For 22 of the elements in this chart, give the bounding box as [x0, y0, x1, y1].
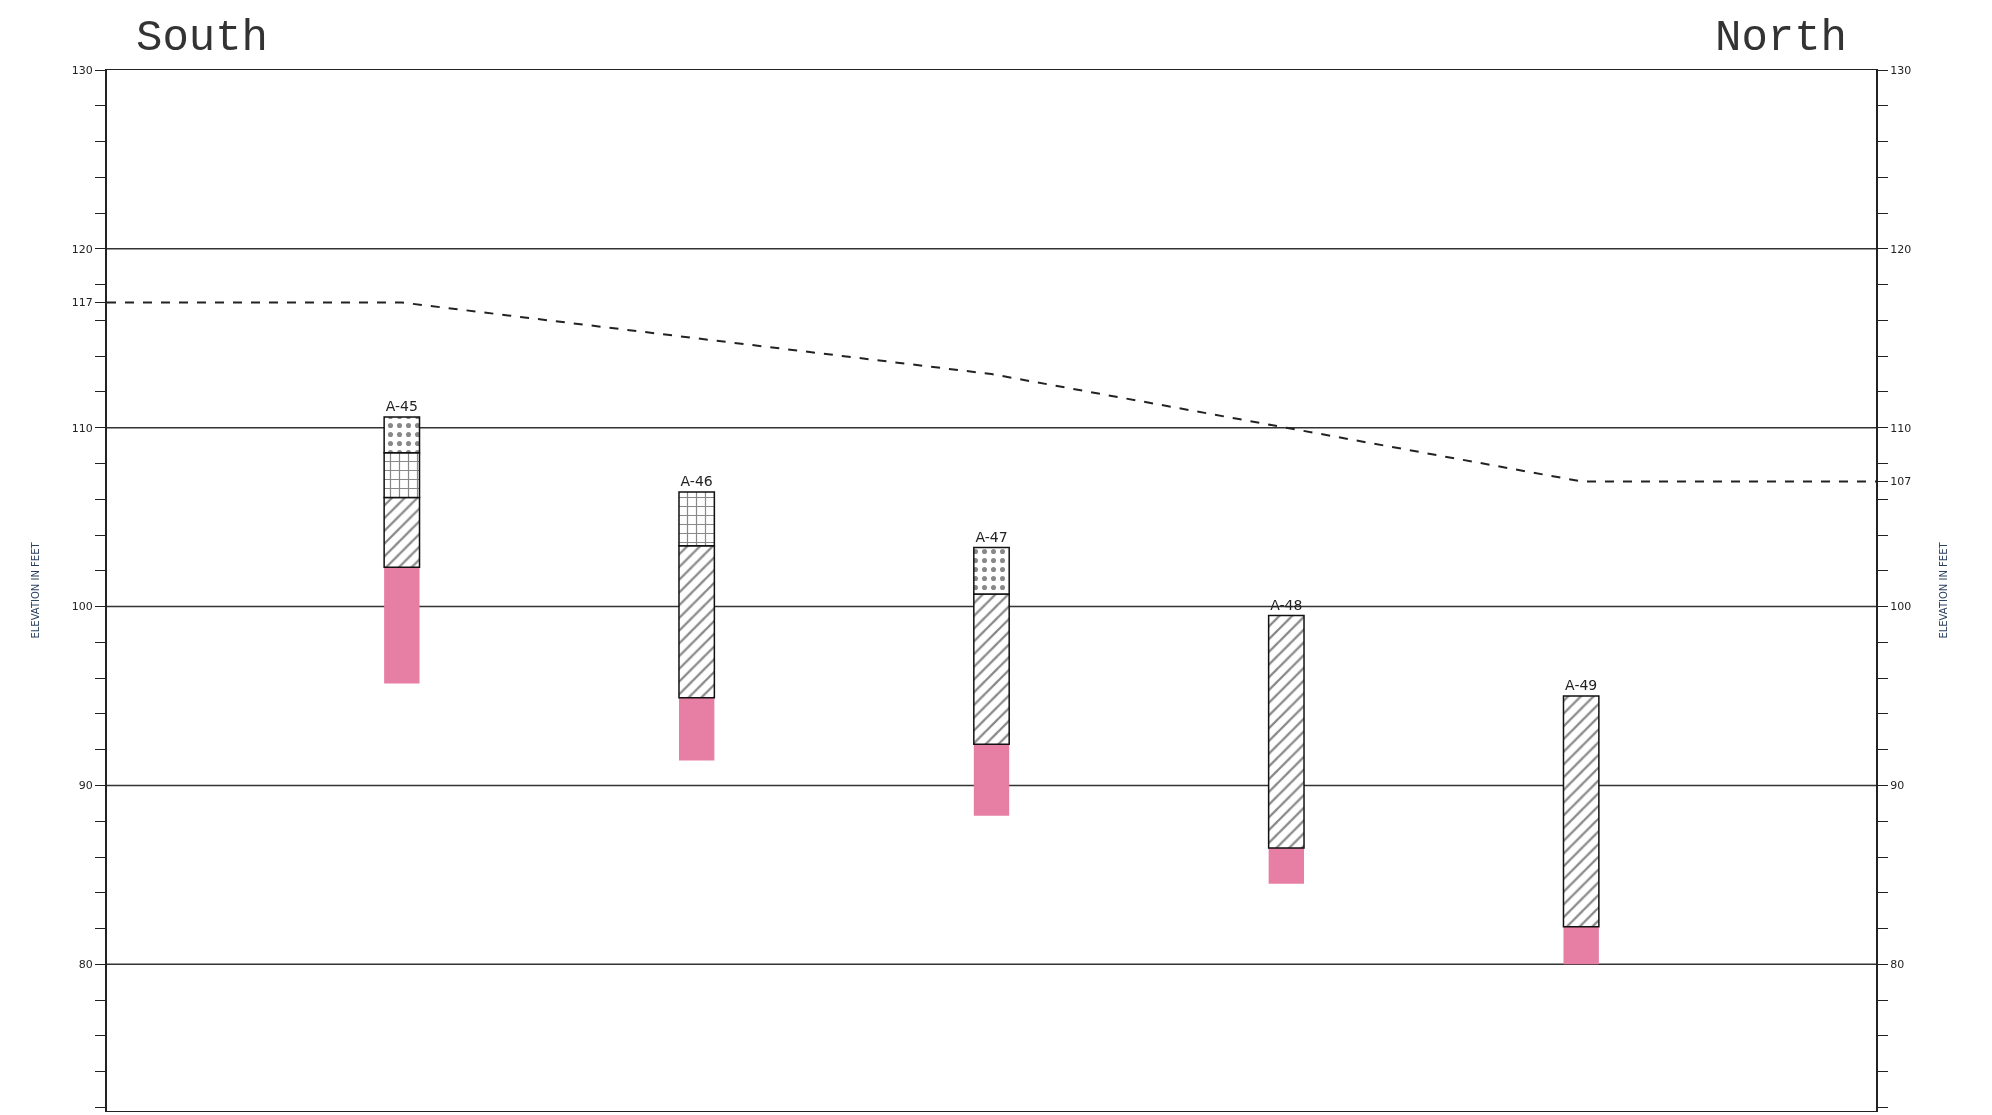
y-tick-label: 117	[71, 296, 93, 310]
data-label: A-45	[385, 398, 418, 414]
y2-tick-label: 107	[1890, 475, 1912, 489]
y-axis-title: ELEVATION IN FEET	[30, 541, 42, 639]
text: North	[1715, 13, 1848, 63]
text: South	[136, 13, 269, 63]
y-tick-label: 120	[71, 242, 93, 256]
y-tick-label: 100	[71, 600, 93, 614]
y2-tick-label: 80	[1890, 958, 1905, 972]
y2-tick-label: 110	[1890, 421, 1912, 435]
data-label: A-49	[1565, 677, 1598, 694]
y2-tick-label: 100	[1890, 600, 1912, 614]
y2-axis-title: ELEVATION IN FEET	[1938, 541, 1950, 639]
data-label: A-46	[680, 473, 713, 490]
y2-tick-label: 90	[1890, 779, 1905, 793]
y-tick-label: 130	[71, 63, 93, 77]
y-tick-label: 90	[78, 779, 93, 793]
y2-tick-label: 120	[1890, 242, 1912, 256]
data-label: A-47	[975, 528, 1008, 545]
y-tick-label: 80	[78, 958, 93, 972]
y2-tick-label: 130	[1890, 63, 1912, 77]
y-tick-label: 110	[71, 421, 93, 435]
